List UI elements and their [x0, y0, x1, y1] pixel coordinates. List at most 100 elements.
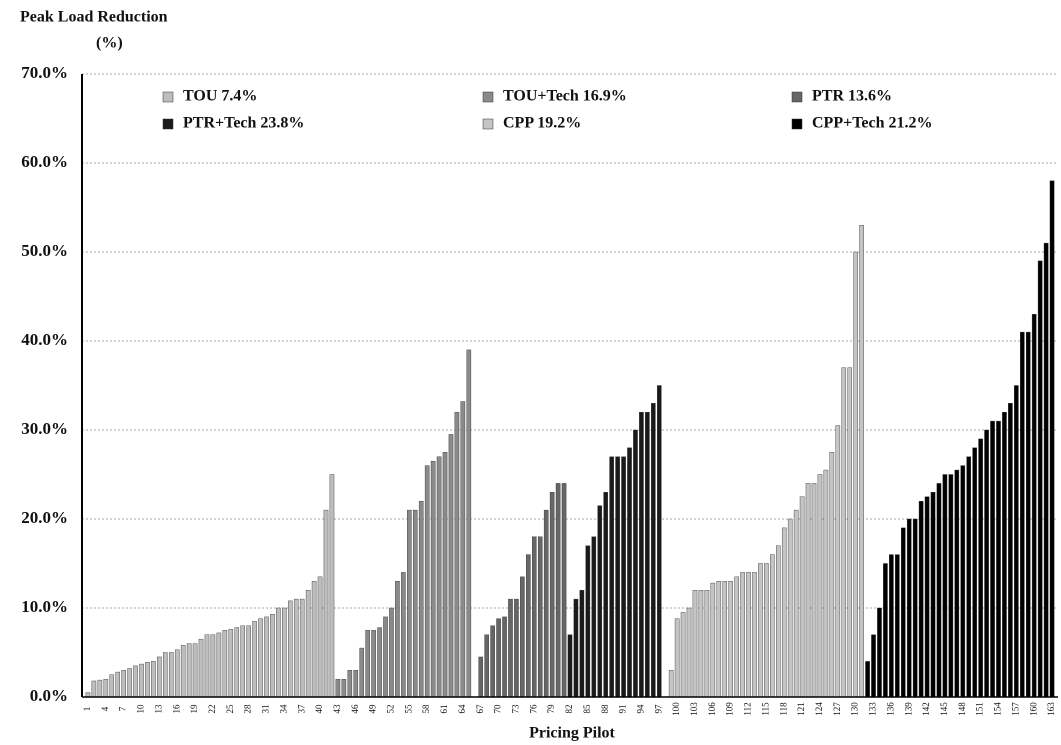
x-axis-label: Pricing Pilot — [529, 725, 615, 742]
bar — [407, 509, 412, 698]
y-tick-label: 60.0% — [21, 152, 68, 171]
bar — [246, 625, 251, 698]
legend-label: TOU+Tech 16.9% — [503, 88, 627, 105]
bar — [168, 652, 174, 698]
bar — [543, 509, 549, 698]
bar — [764, 563, 769, 698]
x-tick-label: 136 — [885, 702, 895, 716]
bar — [282, 607, 287, 698]
bar — [835, 425, 841, 698]
x-tick-label: 52 — [386, 705, 396, 714]
x-tick-label: 7 — [118, 706, 128, 711]
bar — [490, 625, 495, 698]
x-tick-label: 40 — [314, 704, 324, 714]
bar — [740, 572, 745, 698]
bar — [704, 590, 710, 698]
bar — [478, 656, 484, 698]
bar — [341, 679, 347, 698]
bar — [204, 634, 210, 698]
bar — [270, 614, 275, 698]
bar — [972, 447, 977, 698]
bar — [948, 474, 954, 698]
bar — [728, 581, 733, 698]
legend-swatch — [791, 118, 803, 130]
bar — [871, 634, 876, 698]
bar — [526, 554, 531, 698]
x-tick-label: 70 — [493, 704, 503, 714]
bar — [924, 496, 930, 698]
x-tick-label: 79 — [546, 704, 556, 714]
bar — [133, 665, 138, 698]
x-tick-label: 112 — [743, 702, 753, 715]
bar — [317, 576, 323, 698]
x-tick-label: 130 — [850, 702, 860, 716]
x-tick-label: 154 — [993, 702, 1003, 716]
bar — [430, 460, 436, 698]
bar — [651, 403, 656, 698]
bar — [1014, 385, 1019, 698]
x-tick-label: 37 — [296, 704, 306, 714]
bar — [722, 581, 728, 698]
bar — [877, 607, 882, 698]
x-tick-label: 163 — [1046, 702, 1056, 716]
x-tick-label: 160 — [1028, 702, 1038, 716]
x-tick-label: 76 — [528, 704, 538, 714]
bar — [1020, 331, 1025, 698]
bar — [930, 492, 936, 698]
bar — [323, 509, 329, 698]
bar — [299, 598, 305, 698]
x-tick-label: 91 — [618, 705, 628, 714]
bar — [912, 518, 918, 698]
x-tick-label: 151 — [975, 702, 985, 716]
bar — [895, 554, 900, 698]
bar — [776, 545, 781, 698]
bar — [942, 474, 948, 698]
x-tick-label: 4 — [100, 706, 110, 711]
bar — [311, 581, 317, 698]
x-tick-label: 1 — [82, 707, 92, 712]
bar — [573, 598, 579, 698]
bar — [442, 452, 448, 698]
bar — [198, 638, 204, 698]
y-tick-label: 0.0% — [30, 686, 68, 705]
bar — [174, 649, 180, 698]
bar — [97, 679, 103, 698]
bar — [889, 554, 894, 698]
bar — [883, 563, 888, 698]
x-tick-label: 55 — [403, 704, 413, 714]
bar — [686, 607, 692, 698]
bar — [978, 438, 983, 698]
x-tick-label: 58 — [421, 704, 431, 714]
bar — [561, 483, 567, 698]
bar — [936, 483, 942, 698]
bar — [615, 456, 620, 698]
x-tick-label: 25 — [225, 704, 235, 714]
bar — [853, 251, 858, 698]
bar — [591, 536, 597, 698]
bar — [353, 670, 359, 698]
bar — [210, 634, 216, 698]
x-tick-label: 31 — [261, 705, 271, 714]
bar — [918, 501, 924, 698]
x-tick-label: 115 — [760, 702, 770, 716]
x-tick-label: 10 — [136, 704, 146, 714]
bar — [710, 582, 716, 698]
bar — [900, 527, 906, 698]
bar — [192, 643, 198, 698]
bar — [335, 679, 341, 698]
x-tick-label: 73 — [511, 704, 521, 714]
bar — [698, 590, 704, 698]
bar — [966, 456, 972, 698]
x-tick-label: 94 — [635, 704, 645, 714]
bar — [799, 496, 805, 698]
bar — [609, 456, 614, 698]
x-tick-label: 13 — [153, 704, 163, 714]
bar — [145, 662, 150, 698]
bar — [906, 518, 912, 698]
bar — [841, 367, 847, 698]
y-tick-label: 20.0% — [21, 508, 68, 527]
x-tick-label: 34 — [278, 704, 288, 714]
bar — [960, 465, 966, 698]
bar — [734, 576, 739, 698]
bar — [163, 652, 168, 698]
